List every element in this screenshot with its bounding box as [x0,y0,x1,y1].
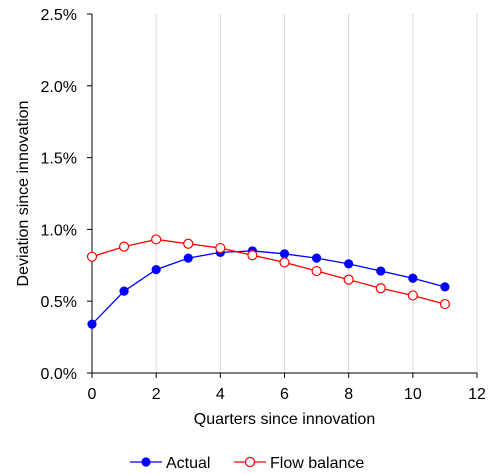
data-point [183,238,194,249]
data-point [247,250,258,261]
legend-item: Flow balance [234,455,364,472]
data-point [215,242,226,254]
data-point [151,265,161,275]
data-point [440,282,450,292]
data-point [344,259,354,269]
data-point [311,253,322,263]
x-tick-label: 4 [216,386,225,403]
y-axis-title: Deviation since innovation [15,101,32,287]
legend-marker [141,457,151,467]
x-tick-label: 0 [88,386,97,403]
data-point [279,249,290,259]
data-point [118,241,130,252]
x-axis-title: Quarters since innovation [194,411,375,428]
data-point [376,266,386,276]
y-tick-label: 2.5% [41,7,77,24]
data-point [343,274,354,285]
series-actual [87,246,450,329]
x-tick-label: 8 [344,386,353,403]
series-layer [86,234,451,329]
data-point [407,290,418,301]
data-point [311,265,322,277]
data-point [151,234,162,245]
series-line [91,250,446,325]
legend: Actual Flow balance [130,455,364,472]
data-point [279,257,290,268]
data-point [375,283,386,294]
y-tick-label: 0.0% [41,366,77,383]
data-point [87,319,97,329]
data-point [408,273,418,283]
data-point [86,251,98,262]
gridlines [155,14,478,373]
x-tick-label: 10 [404,386,422,403]
data-point [119,286,129,296]
y-tick-label: 1.0% [41,222,77,239]
y-tick-label: 1.5% [41,151,77,168]
y-tick-label: 0.5% [41,294,77,311]
legend-item: Actual [130,455,210,472]
series-flow-balance [86,234,451,310]
data-point [439,298,451,310]
y-tick-label: 2.0% [41,79,77,96]
x-tick-label: 2 [152,386,161,403]
x-axis-ticks: 0 2 4 6 8 10 12 [88,373,486,403]
legend-label: Actual [166,455,210,472]
x-tick-label: 12 [468,386,486,403]
series-line [91,238,446,305]
data-point [183,253,193,263]
legend-marker [244,456,256,468]
y-axis-ticks: 0.0% 0.5% 1.0% 1.5% 2.0% 2.5% [41,7,92,383]
legend-label: Flow balance [270,455,364,472]
x-tick-label: 6 [280,386,289,403]
